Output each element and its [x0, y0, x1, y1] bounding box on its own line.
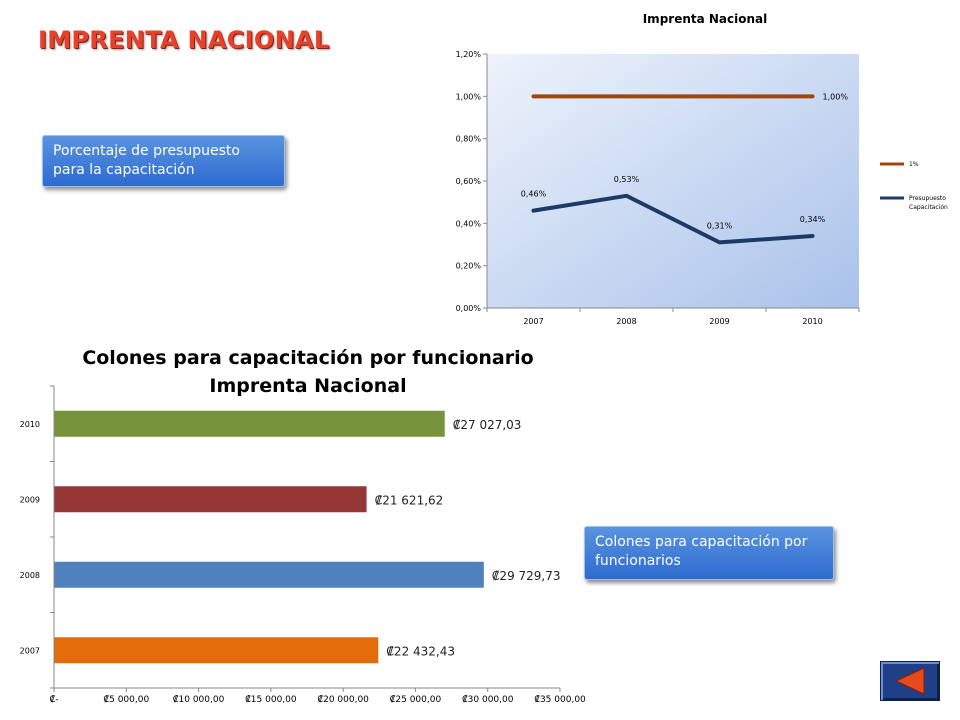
bar-chart-x-tick-label: ₡15 000,00 [245, 695, 297, 705]
bar-chart-y-tick-label: 2007 [20, 646, 40, 655]
line-chart-series-0-point [532, 94, 535, 98]
line-chart-series-1-point [718, 240, 721, 244]
bar-chart-y-tick-label: 2010 [20, 420, 40, 429]
line-chart-x-tick-label: 2007 [523, 317, 543, 326]
bar-chart-bar-2008 [54, 561, 484, 588]
line-chart-x-tick-label: 2009 [709, 317, 729, 326]
bar-chart-x-tick-label: ₡35 000,00 [534, 695, 586, 705]
bar-chart-x-tick-label: ₡- [50, 695, 59, 705]
line-chart-x-tick-label: 2008 [616, 317, 636, 326]
line-chart-y-tick-label: 0,20% [456, 262, 482, 271]
bar-chart-x-tick-label: ₡10 000,00 [173, 695, 225, 705]
line-chart-data-label: 1,00% [823, 92, 849, 101]
line-chart-series-0-point [811, 94, 814, 98]
line-chart-data-label: 0,46% [521, 190, 547, 199]
line-chart-title: Imprenta Nacional [643, 12, 768, 26]
bar-chart-x-tick-label: ₡25 000,00 [390, 695, 442, 705]
line-chart-plot-area [487, 54, 859, 308]
line-chart-data-label: 0,34% [800, 215, 826, 224]
triangle-left-icon [894, 667, 925, 695]
line-chart-series-0-point [625, 94, 628, 98]
bar-chart-x-tick-label: ₡5 000,00 [103, 695, 149, 705]
colones-per-employee-bar-chart: Colones para capacitación por funcionari… [20, 347, 586, 705]
line-chart-legend-label: Capacitación [909, 204, 948, 211]
back-button[interactable] [880, 661, 940, 701]
bar-chart-y-tick-label: 2009 [20, 495, 40, 504]
line-chart-series-1-point [811, 234, 814, 238]
budget-percentage-line-chart: Imprenta Nacional 0,00% 0,20% 0,40% 0,60% 0,… [456, 12, 948, 326]
bar-chart-bar-2009 [54, 486, 367, 513]
budget-percentage-callout: Porcentaje de presupuesto para la capaci… [42, 135, 285, 187]
bar-chart-title-line-2: Imprenta Nacional [209, 375, 406, 397]
page-title: IMPRENTA NACIONAL [38, 26, 330, 54]
bar-chart-data-label: ₡27 027,03 [453, 418, 522, 432]
bar-chart-data-label: ₡22 432,43 [386, 644, 455, 658]
line-chart-legend-label: Presupuesto [909, 195, 946, 202]
line-chart-y-tick-label: 0,80% [456, 135, 482, 144]
bar-chart-data-label: ₡21 621,62 [375, 493, 444, 507]
bar-chart-title-line-1: Colones para capacitación por funcionari… [82, 347, 533, 369]
line-chart-data-label: 0,31% [707, 221, 733, 230]
line-chart-data-label: 0,53% [614, 175, 640, 184]
bar-chart-x-tick-label: ₡20 000,00 [317, 695, 369, 705]
bar-chart-y-tick-label: 2008 [20, 571, 40, 580]
line-chart-legend-label: 1% [909, 161, 919, 168]
bar-chart-x-tick-label: ₡30 000,00 [462, 695, 514, 705]
line-chart-series-1-point [532, 209, 535, 213]
bar-chart-bar-2010 [54, 410, 445, 437]
line-chart-series-0-point [718, 94, 721, 98]
line-chart-y-tick-label: 1,20% [456, 50, 482, 59]
line-chart-y-tick-label: 0,40% [456, 219, 482, 228]
colones-per-employee-callout: Colones para capacitación por funcionari… [584, 526, 834, 580]
line-chart-y-tick-label: 0,60% [456, 177, 482, 186]
line-chart-series-1-point [625, 194, 628, 198]
bar-chart-bar-2007 [54, 637, 379, 664]
line-chart-y-tick-label: 0,00% [456, 304, 482, 313]
line-chart-series-1-line [531, 193, 815, 245]
bar-chart-data-label: ₡29 729,73 [492, 569, 561, 583]
line-chart-x-tick-label: 2010 [802, 317, 822, 326]
line-chart-y-tick-label: 1,00% [456, 92, 482, 101]
